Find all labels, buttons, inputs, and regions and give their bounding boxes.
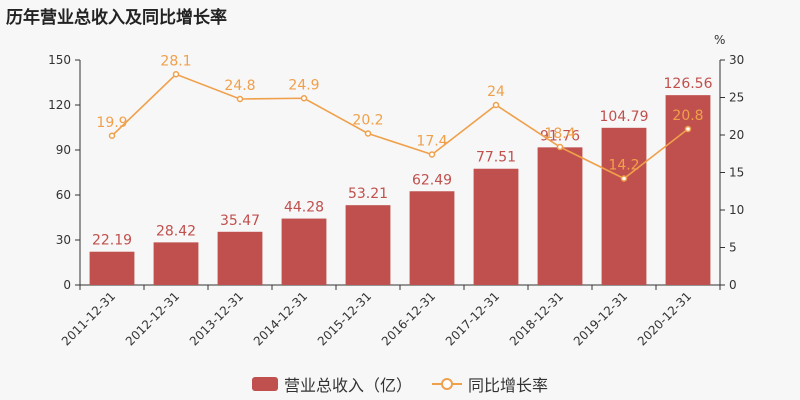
legend-bar-swatch xyxy=(251,377,278,391)
x-tick-label: 2018-12-31 xyxy=(507,289,566,348)
y-right-tick-label: 5 xyxy=(729,241,737,255)
bar-value-label: 35.47 xyxy=(220,213,260,229)
line-point xyxy=(428,151,436,158)
y-right-tick-label: 15 xyxy=(729,166,744,180)
legend-label-revenue: 营业总收入（亿） xyxy=(283,376,412,395)
y-right-tick-label: 30 xyxy=(729,53,744,67)
chart-title: 历年营业总收入及同比增长率 xyxy=(6,8,227,28)
line-point xyxy=(108,132,116,139)
legend-item-revenue[interactable]: 营业总收入（亿） xyxy=(251,372,412,396)
y-right-tick-label: 25 xyxy=(729,91,744,105)
x-tick-label: 2019-12-31 xyxy=(571,289,630,348)
bar-value-label: 62.49 xyxy=(412,172,452,188)
y-left-tick-label: 120 xyxy=(48,98,71,112)
x-tick-label: 2013-12-31 xyxy=(187,289,246,348)
line-point xyxy=(364,130,372,137)
legend: 营业总收入（亿） 同比增长率 xyxy=(0,372,800,396)
y-right-tick-label: 10 xyxy=(729,203,744,217)
y-left-tick-label: 60 xyxy=(56,188,71,202)
y-right-unit: % xyxy=(714,33,725,47)
bar-value-label: 22.19 xyxy=(92,233,132,249)
bar xyxy=(601,127,647,285)
line-labels: 19.9 28.1 24.8 24.9 20.2 17.4 24 18.4 14.2 20.8 xyxy=(96,53,703,173)
line-value-label: 14.2 xyxy=(608,158,639,174)
y-left-tick-label: 30 xyxy=(56,233,71,247)
x-tick-label: 2012-12-31 xyxy=(123,289,182,348)
bar-value-label: 44.28 xyxy=(284,200,324,216)
bar xyxy=(473,168,519,285)
y-left-tick-label: 150 xyxy=(48,53,71,67)
x-tick-label: 2011-12-31 xyxy=(59,289,118,348)
y-left-tick-label: 90 xyxy=(56,143,71,157)
bar xyxy=(217,231,263,285)
legend-line-swatch xyxy=(432,377,462,391)
line-point xyxy=(172,71,180,78)
x-tick-label: 2016-12-31 xyxy=(379,289,438,348)
bar-series xyxy=(89,95,711,285)
line-value-label: 19.9 xyxy=(96,115,127,131)
bar xyxy=(89,251,135,285)
bar-value-label: 53.21 xyxy=(348,186,388,202)
x-tick-label: 2020-12-31 xyxy=(635,289,694,348)
line-value-label: 18.4 xyxy=(544,126,575,142)
bar xyxy=(537,147,583,285)
line-value-label: 24.9 xyxy=(288,77,319,93)
x-tick-labels: 2011-12-31 2012-12-31 2013-12-31 2014-12-31… xyxy=(59,285,721,348)
line-value-label: 24.8 xyxy=(224,78,255,94)
bar-labels: 22.1928.4235.4744.2853.2162.4977.5191.76… xyxy=(92,76,713,249)
line-point xyxy=(492,101,500,109)
line-series xyxy=(108,71,692,182)
bar-value-label: 28.42 xyxy=(156,223,196,239)
bar xyxy=(409,191,455,285)
x-tick-label: 2014-12-31 xyxy=(251,289,310,348)
line-value-label: 24 xyxy=(487,84,505,100)
x-tick-label: 2015-12-31 xyxy=(315,289,374,348)
y-right-tick-label: 0 xyxy=(729,278,737,292)
line-value-label: 28.1 xyxy=(160,53,191,69)
bar-value-label: 77.51 xyxy=(476,150,516,166)
y-right-tick-label: 20 xyxy=(729,128,744,142)
bar xyxy=(345,205,391,285)
line-value-label: 17.4 xyxy=(416,134,447,150)
bar-value-label: 126.56 xyxy=(664,76,713,92)
legend-item-growth[interactable]: 同比增长率 xyxy=(432,372,548,396)
line-value-label: 20.2 xyxy=(352,113,383,129)
bar xyxy=(281,218,327,285)
line-value-label: 20.8 xyxy=(672,108,703,124)
legend-label-growth: 同比增长率 xyxy=(468,376,549,395)
line-point xyxy=(300,95,308,102)
growth-line xyxy=(111,73,689,180)
bar-value-label: 104.79 xyxy=(600,109,649,125)
y-left-tick-label: 0 xyxy=(63,278,71,292)
x-tick-label: 2017-12-31 xyxy=(443,289,502,348)
line-point xyxy=(236,95,244,103)
line-point xyxy=(620,175,628,182)
line-point xyxy=(556,143,564,151)
line-point xyxy=(684,125,692,133)
bar xyxy=(153,242,199,285)
